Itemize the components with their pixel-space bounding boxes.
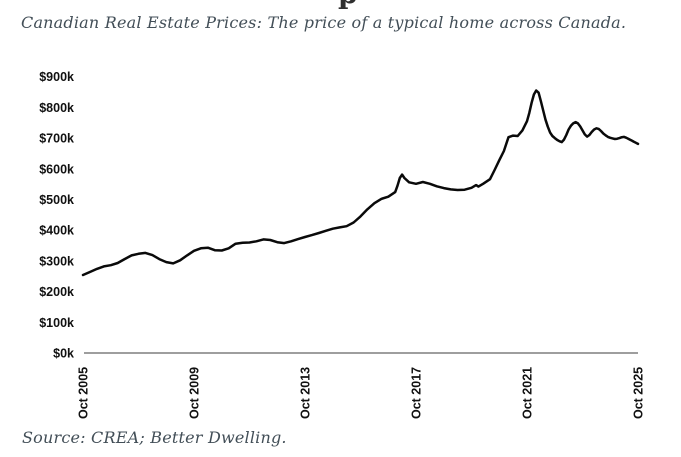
cropped-heading-fragment: p (334, 0, 360, 9)
y-tick-label: $900k (39, 70, 74, 84)
y-tick-label: $400k (39, 224, 74, 238)
x-tick-label: Oct 2017 (410, 367, 424, 419)
y-tick-label: $100k (39, 316, 74, 330)
y-tick-label: $200k (39, 285, 74, 299)
y-tick-label: $800k (39, 101, 74, 115)
cropped-letter: p (338, 0, 358, 8)
chart-title: Canadian Real Estate Prices: The price o… (21, 13, 627, 32)
y-tick-label: $500k (39, 193, 74, 207)
y-tick-label: $600k (39, 162, 74, 176)
source-attribution: Source: CREA; Better Dwelling. (22, 428, 287, 447)
x-tick-label: Oct 2025 (632, 367, 646, 419)
x-tick-label: Oct 2009 (188, 367, 202, 419)
x-tick-label: Oct 2005 (77, 367, 91, 419)
price-line (81, 89, 640, 277)
x-tick-label: Oct 2013 (299, 367, 313, 419)
y-tick-label: $700k (39, 132, 74, 146)
x-tick-label: Oct 2021 (521, 367, 535, 419)
y-tick-label: $0k (53, 347, 74, 361)
y-tick-label: $300k (39, 254, 74, 268)
